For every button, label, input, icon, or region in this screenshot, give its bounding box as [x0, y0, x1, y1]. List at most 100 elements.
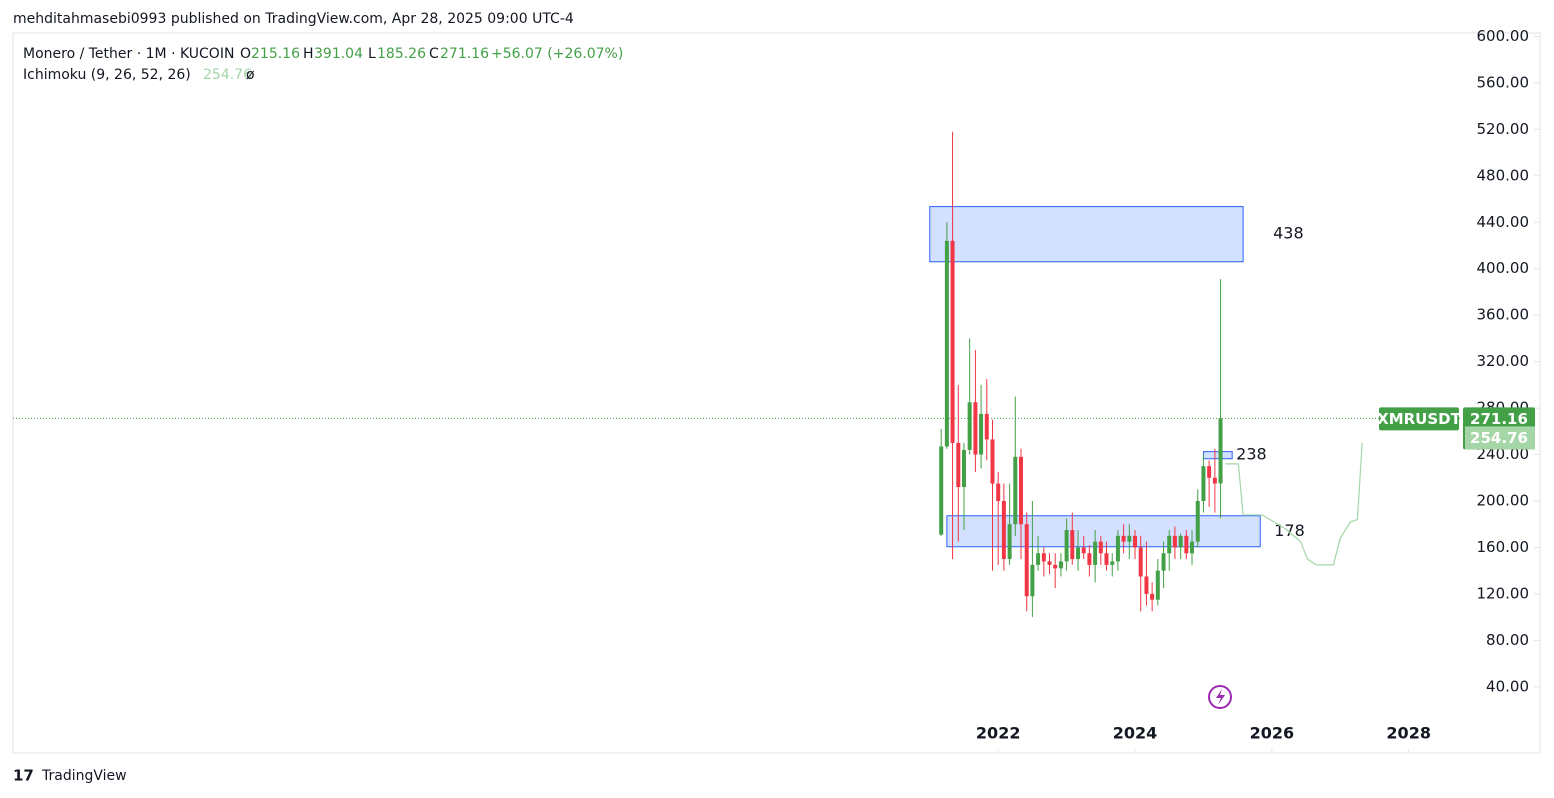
candle-body	[1076, 547, 1081, 560]
y-tick-label: 120.00	[1477, 584, 1530, 602]
candle-body	[1087, 553, 1092, 565]
symbol-tag-label: XMRUSDT	[1377, 410, 1461, 428]
y-tick-label: 600.00	[1477, 27, 1530, 45]
candle-body	[1195, 501, 1200, 542]
candle-body	[1058, 561, 1063, 569]
ohlc-value: 215.16	[251, 46, 300, 62]
candle-body	[1138, 547, 1143, 577]
change: +56.07 (+26.07%)	[491, 46, 623, 62]
candle-body	[1093, 541, 1098, 565]
event-bolt	[1216, 689, 1225, 705]
candle-body	[1190, 541, 1195, 554]
candle-body	[956, 442, 961, 488]
candle-body	[1047, 561, 1052, 565]
candle-body	[1041, 553, 1046, 562]
candle-body	[1207, 466, 1212, 478]
zone	[946, 515, 1261, 548]
zone-label: 438	[1273, 224, 1304, 243]
y-tick-label: 400.00	[1477, 259, 1530, 277]
y-tick-label: 240.00	[1477, 445, 1530, 463]
ohlc-label: H	[303, 46, 314, 62]
y-tick-label: 440.00	[1477, 213, 1530, 231]
candle-body	[1007, 524, 1012, 560]
candle-body	[973, 402, 978, 455]
y-tick-label: 320.00	[1477, 352, 1530, 370]
candle-body	[1133, 535, 1138, 548]
candle-body	[967, 402, 972, 450]
y-tick-label: 200.00	[1477, 492, 1530, 510]
candle-body	[1167, 535, 1172, 554]
candle-body	[1144, 576, 1149, 594]
candle-body	[1150, 593, 1155, 600]
candle-body	[1212, 477, 1217, 484]
candle-body	[1161, 553, 1166, 571]
candle-body	[1218, 418, 1223, 484]
y-tick-label: 360.00	[1477, 306, 1530, 324]
indicator-extra: ø	[246, 67, 255, 83]
zone-label: 178	[1274, 521, 1305, 540]
ohlc-value: 185.26	[377, 46, 426, 62]
y-tick-label: 560.00	[1477, 73, 1530, 91]
symbol-tag	[1379, 407, 1459, 431]
candle-body	[1036, 553, 1041, 565]
candle-body	[1064, 530, 1069, 562]
zone-label: 238	[1236, 445, 1267, 464]
candle-body	[944, 240, 949, 447]
zone	[1202, 451, 1233, 460]
candle-body	[1070, 530, 1075, 560]
y-tick-label: 40.00	[1486, 677, 1529, 695]
y-tick-label: 520.00	[1477, 120, 1530, 138]
candle-body	[979, 413, 984, 455]
candle-body	[1115, 535, 1120, 562]
candle-body	[1030, 564, 1035, 597]
symbol-title: Monero / Tether · 1M · KUCOIN	[23, 46, 234, 62]
indicator-name: Ichimoku (9, 26, 52, 26)	[23, 67, 191, 83]
zone	[929, 206, 1244, 263]
candle-body	[990, 439, 995, 484]
candle-body	[1013, 456, 1018, 525]
x-tick-label: 2026	[1250, 724, 1295, 743]
brand: TradingView	[41, 768, 127, 784]
indicator-value: 254.76	[203, 67, 252, 83]
logo-mark: 17	[13, 767, 34, 785]
indicator-tag	[1465, 426, 1535, 450]
candle-body	[1024, 524, 1029, 597]
ohlc-label: L	[368, 46, 376, 62]
x-tick-label: 2028	[1386, 724, 1431, 743]
candle-body	[1127, 535, 1132, 542]
candle-body	[1110, 561, 1115, 565]
candle-body	[1098, 541, 1103, 554]
price-tag-label: 271.16	[1470, 410, 1528, 428]
candle-body	[939, 446, 944, 535]
candle-body	[996, 483, 1001, 501]
x-tick-label: 2024	[1113, 724, 1158, 743]
candle-body	[1121, 535, 1126, 542]
candle-body	[1184, 535, 1189, 554]
candle-body	[1155, 570, 1160, 600]
ohlc-label: C	[429, 46, 439, 62]
y-tick-label: 480.00	[1477, 166, 1530, 184]
candle-body	[1001, 501, 1006, 560]
ichimoku-line	[1225, 442, 1363, 566]
candle-body	[984, 413, 989, 440]
ohlc-value: 271.16	[440, 46, 489, 62]
ohlc-value: 391.04	[314, 46, 363, 62]
candle-body	[961, 449, 966, 488]
publish-info: mehditahmasebi0993 published on TradingV…	[13, 11, 574, 27]
indicator-tag-label: 254.76	[1470, 429, 1528, 447]
candle-body	[1201, 466, 1206, 501]
candle-body	[1081, 547, 1086, 554]
candle-body	[1104, 553, 1109, 565]
candle-body	[1172, 535, 1177, 548]
candle-body	[1178, 535, 1183, 548]
chart-frame	[12, 32, 1541, 754]
y-tick-label: 80.00	[1486, 631, 1529, 649]
y-tick-label: 160.00	[1477, 538, 1530, 556]
x-tick-label: 2022	[976, 724, 1021, 743]
event-icon[interactable]	[1208, 685, 1232, 709]
ohlc-label: O	[240, 46, 251, 62]
candle-body	[1018, 456, 1023, 525]
candle-body	[1053, 564, 1058, 569]
candle-body	[950, 240, 955, 443]
